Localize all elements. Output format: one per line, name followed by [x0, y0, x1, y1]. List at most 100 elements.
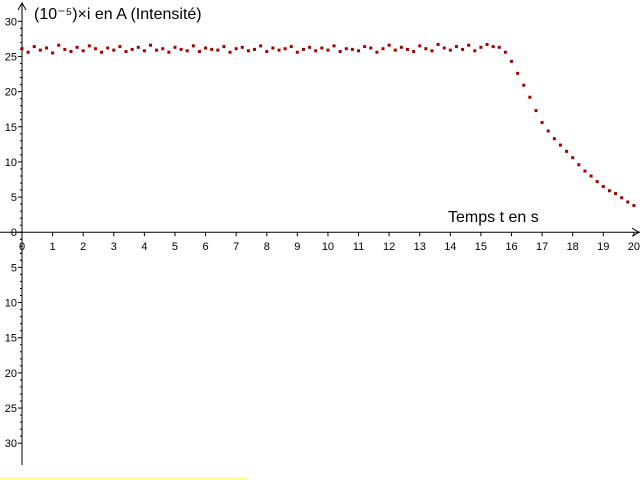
- data-point: [363, 45, 367, 49]
- data-point: [375, 50, 379, 54]
- x-tick-label: 3: [111, 241, 117, 253]
- data-point: [100, 50, 104, 54]
- x-tick-label: 8: [264, 241, 270, 253]
- data-point: [338, 50, 342, 54]
- data-point: [516, 71, 520, 75]
- data-point: [430, 49, 434, 53]
- data-point: [448, 48, 452, 52]
- data-point: [540, 121, 544, 125]
- data-point: [240, 45, 244, 49]
- data-point: [454, 45, 458, 49]
- data-point: [57, 43, 61, 47]
- data-point: [136, 45, 140, 49]
- data-point: [26, 50, 30, 54]
- data-point: [63, 47, 67, 51]
- data-point: [626, 200, 630, 204]
- data-point: [173, 45, 177, 49]
- x-tick-label: 11: [353, 241, 364, 253]
- data-point: [51, 51, 55, 55]
- data-point: [442, 46, 446, 50]
- data-point: [614, 192, 618, 196]
- data-point: [503, 50, 507, 54]
- x-tick-label: 12: [383, 241, 395, 253]
- data-point: [38, 48, 42, 52]
- data-point: [399, 45, 403, 49]
- x-tick-label: 0: [19, 241, 25, 253]
- x-tick-label: 14: [444, 241, 456, 253]
- data-point: [522, 83, 526, 87]
- x-tick-label: 9: [294, 241, 300, 253]
- y-tick-label: 10: [5, 298, 17, 310]
- data-point: [142, 49, 146, 53]
- data-point: [558, 143, 562, 147]
- x-tick-label: 20: [628, 241, 640, 253]
- data-point: [467, 43, 471, 47]
- x-tick-label: 16: [505, 241, 517, 253]
- data-point: [87, 44, 91, 48]
- y-tick-label: 15: [5, 333, 17, 345]
- data-point: [234, 47, 238, 51]
- data-point: [461, 47, 465, 51]
- data-point: [106, 46, 110, 50]
- status-strip: [0, 477, 248, 480]
- data-point: [179, 47, 183, 51]
- data-point: [589, 174, 593, 178]
- data-point: [473, 49, 477, 53]
- data-point: [32, 45, 36, 49]
- data-point: [197, 50, 201, 54]
- data-point: [246, 49, 250, 53]
- y-tick-label: 20: [5, 87, 17, 99]
- data-point: [534, 109, 538, 113]
- x-axis-label: Temps t en s: [448, 209, 539, 226]
- y-tick-label: 20: [5, 368, 17, 380]
- x-tick-label: 18: [567, 241, 579, 253]
- data-point: [112, 48, 116, 52]
- y-tick-label: 25: [5, 51, 17, 63]
- data-point: [283, 47, 287, 51]
- data-point: [546, 129, 550, 133]
- data-point: [93, 47, 97, 51]
- data-point: [357, 49, 361, 53]
- x-tick-label: 17: [536, 241, 548, 253]
- data-point: [607, 189, 611, 193]
- x-tick-label: 6: [203, 241, 209, 253]
- data-point: [75, 45, 79, 49]
- x-tick-label: 10: [322, 241, 334, 253]
- data-point: [204, 46, 208, 50]
- data-point: [295, 50, 299, 54]
- data-point: [565, 149, 569, 153]
- data-point: [228, 50, 232, 54]
- data-point: [20, 47, 24, 51]
- data-point: [326, 48, 330, 52]
- data-point: [167, 50, 171, 54]
- data-point: [118, 45, 122, 49]
- y-axis-arrow: [17, 1, 27, 11]
- data-point: [81, 49, 85, 53]
- data-point: [130, 47, 134, 51]
- data-point: [289, 45, 293, 49]
- data-point: [332, 44, 336, 48]
- data-point: [314, 49, 318, 53]
- data-point: [185, 49, 189, 53]
- data-point: [161, 47, 165, 51]
- data-point: [222, 45, 226, 49]
- y-tick-label: 15: [5, 122, 17, 134]
- data-point: [436, 42, 440, 46]
- data-point: [308, 45, 312, 49]
- y-tick-label: 5: [11, 262, 17, 274]
- x-tick-label: 2: [80, 241, 86, 253]
- data-point: [528, 95, 532, 99]
- data-point: [191, 44, 195, 48]
- data-point: [552, 137, 556, 141]
- x-tick-label: 19: [597, 241, 609, 253]
- y-tick-label: 0: [11, 227, 17, 239]
- y-tick-label: 30: [5, 16, 17, 28]
- data-point: [265, 50, 269, 54]
- data-point: [259, 44, 263, 48]
- data-point: [412, 50, 416, 54]
- data-point: [418, 44, 422, 48]
- data-point: [369, 46, 373, 50]
- y-tick-label: 25: [5, 403, 17, 415]
- x-tick-label: 13: [414, 241, 426, 253]
